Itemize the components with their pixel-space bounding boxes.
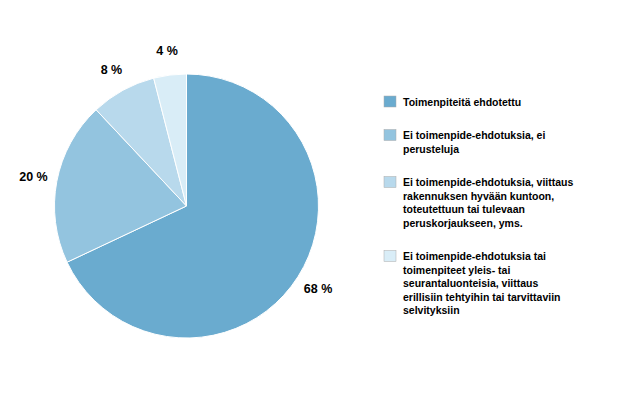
- legend-label-line: seurantaluonteisia, viittaus: [403, 277, 539, 289]
- legend-label-line: rakennuksen hyvään kuntoon,: [403, 190, 554, 202]
- data-label: 20 %: [19, 170, 48, 184]
- chart: 68 % 20 % 8 % 4 % Toimenpiteitä ehdotettu Ei …: [0, 0, 635, 412]
- legend-swatch: [384, 177, 396, 188]
- legend-swatch: [384, 96, 396, 107]
- data-label: 4 %: [156, 44, 178, 58]
- legend-label-line: toimenpiteet yleis- tai: [403, 264, 510, 276]
- legend-label-line: Toimenpiteitä ehdotettu: [403, 96, 521, 108]
- data-labels: 68 % 20 % 8 % 4 %: [19, 44, 332, 296]
- legend-label-line: toteutettuun tai tulevaan: [403, 203, 525, 215]
- legend-label: Ei toimenpide-ehdotuksia tai toimenpiteet…: [403, 250, 561, 316]
- pie-slice: [154, 74, 187, 206]
- pie: [54, 74, 318, 338]
- data-label: 8 %: [101, 63, 123, 77]
- legend-label-line: perusteluja: [403, 143, 459, 155]
- chart-container: 68 % 20 % 8 % 4 % Toimenpiteitä ehdotettu Ei …: [0, 0, 635, 412]
- legend-label-line: Ei toimenpide-ehdotuksia tai: [403, 250, 546, 262]
- legend-label: Toimenpiteitä ehdotettu: [403, 96, 521, 108]
- legend-label-line: Ei toimenpide-ehdotuksia, viittaus: [403, 176, 574, 188]
- legend-swatch: [384, 251, 396, 262]
- legend-label: Ei toimenpide-ehdotuksia, ei perusteluja: [403, 129, 545, 155]
- legend-label-line: selvityksiin: [403, 304, 460, 316]
- legend-label-line: erillisiin tehtyihin tai tarvittaviin: [403, 291, 561, 303]
- legend-swatch: [384, 130, 396, 141]
- data-label: 68 %: [304, 282, 333, 296]
- legend-label-line: peruskorjaukseen, yms.: [403, 217, 523, 229]
- legend-label-line: Ei toimenpide-ehdotuksia, ei: [403, 129, 545, 141]
- legend-label: Ei toimenpide-ehdotuksia, viittaus rakenn…: [403, 176, 574, 229]
- legend: Toimenpiteitä ehdotettu Ei toimenpide-ehd…: [384, 96, 574, 317]
